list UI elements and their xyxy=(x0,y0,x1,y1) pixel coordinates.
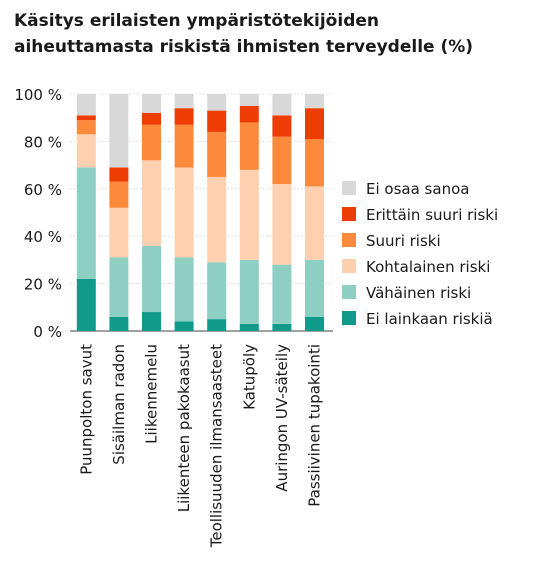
legend-label: Kohtalainen riski xyxy=(366,258,490,276)
y-tick-label: 60 % xyxy=(24,181,62,199)
y-tick-label: 80 % xyxy=(24,133,62,151)
bar-segment xyxy=(109,257,129,317)
x-tick-label: Katupöly xyxy=(240,344,258,410)
legend: Ei osaa sanoa Erittäin suuri riski Suuri r… xyxy=(342,180,498,328)
x-tick-label: Sisäilman radon xyxy=(110,344,128,465)
x-tick-label: Teollisuuden ilmansaasteet xyxy=(208,344,226,548)
chart-title-line-1: Käsitys erilaisten ympäristötekijöiden xyxy=(14,11,379,31)
bar-segment xyxy=(272,94,292,116)
legend-swatch xyxy=(342,311,356,325)
bar-segment xyxy=(207,110,227,132)
bar-segment xyxy=(272,323,292,331)
bar-segment xyxy=(76,115,96,121)
bar-segment xyxy=(142,94,161,113)
bar-segment xyxy=(207,176,227,263)
bar-segment xyxy=(239,323,259,331)
bar-segment xyxy=(142,245,161,313)
legend-label: Ei lainkaan riskiä xyxy=(366,310,493,328)
bar-segment xyxy=(272,115,292,137)
bar-segment xyxy=(239,169,259,260)
bar-segment xyxy=(109,181,129,208)
legend-swatch xyxy=(342,285,356,299)
x-tick-label: Passiivinen tupakointi xyxy=(306,344,324,507)
bar-segment xyxy=(76,134,96,168)
bar-segment xyxy=(174,257,194,322)
y-tick-label: 20 % xyxy=(24,276,62,294)
bar-segment xyxy=(305,108,324,140)
bars xyxy=(76,94,324,331)
bar-segment xyxy=(207,319,227,331)
bar-segment xyxy=(109,167,129,182)
legend-label: Ei osaa sanoa xyxy=(366,180,469,198)
legend-swatch xyxy=(342,181,356,195)
bar-segment xyxy=(207,262,227,320)
bar-stack xyxy=(76,94,96,331)
bar-stack xyxy=(109,94,129,331)
legend-item: Suuri riski xyxy=(342,232,441,250)
y-tick-label: 40 % xyxy=(24,228,62,246)
bar-stack xyxy=(142,94,161,331)
legend-label: Erittäin suuri riski xyxy=(366,206,498,224)
bar-segment xyxy=(239,122,259,170)
bar-segment xyxy=(305,316,324,331)
bar-segment xyxy=(109,316,129,331)
bar-segment xyxy=(174,108,194,125)
bar-segment xyxy=(174,94,194,109)
x-tick-label: Auringon UV-säteily xyxy=(273,344,291,492)
bar-segment xyxy=(109,207,129,258)
y-tick-label: 0 % xyxy=(33,323,62,341)
bar-stack xyxy=(305,94,324,331)
chart-title-line-2: aiheuttamasta riskistä ihmisten terveyde… xyxy=(14,37,474,57)
bar-segment xyxy=(239,105,259,123)
bar-segment xyxy=(142,112,161,125)
bar-segment xyxy=(239,259,259,324)
legend-item: Ei lainkaan riskiä xyxy=(342,310,493,328)
bar-segment xyxy=(174,321,194,331)
bar-segment xyxy=(207,131,227,177)
bar-segment xyxy=(174,167,194,258)
bar-segment xyxy=(305,139,324,187)
bar-segment xyxy=(142,312,161,331)
bar-segment xyxy=(305,186,324,260)
legend-swatch xyxy=(342,207,356,221)
bar-segment xyxy=(305,259,324,317)
bar-segment xyxy=(142,160,161,246)
bar-segment xyxy=(142,124,161,161)
y-axis: 0 % 20 % 40 % 60 % 80 % 100 % xyxy=(14,86,62,341)
bar-segment xyxy=(76,120,96,135)
x-axis: Puunpolton savut Sisäilman radon Liikennem… xyxy=(77,344,323,548)
bar-segment xyxy=(272,136,292,185)
bar-segment xyxy=(305,94,324,109)
bar-segment xyxy=(207,94,227,111)
legend-item: Vähäinen riski xyxy=(342,284,471,302)
legend-label: Suuri riski xyxy=(366,232,441,250)
bar-segment xyxy=(272,184,292,265)
legend-item: Ei osaa sanoa xyxy=(342,180,469,198)
x-tick-label: Puunpolton savut xyxy=(77,344,95,475)
bar-stack xyxy=(174,94,194,331)
bar-segment xyxy=(76,278,96,331)
bar-segment xyxy=(76,94,96,116)
bar-segment xyxy=(272,264,292,324)
bar-stack xyxy=(272,94,292,331)
x-tick-label: Liikennemelu xyxy=(143,344,161,444)
y-tick-label: 100 % xyxy=(14,86,62,104)
bar-segment xyxy=(239,94,259,106)
legend-item: Kohtalainen riski xyxy=(342,258,490,276)
legend-item: Erittäin suuri riski xyxy=(342,206,498,224)
legend-label: Vähäinen riski xyxy=(366,284,471,302)
x-tick-label: Liikenteen pakokaasut xyxy=(175,344,193,512)
bar-stack xyxy=(239,94,259,331)
bar-stack xyxy=(207,94,227,331)
legend-swatch xyxy=(342,259,356,273)
legend-swatch xyxy=(342,233,356,247)
bar-segment xyxy=(174,124,194,168)
chart-title: Käsitys erilaisten ympäristötekijöiden a… xyxy=(14,8,524,60)
bar-segment xyxy=(76,167,96,279)
bar-segment xyxy=(109,94,129,168)
